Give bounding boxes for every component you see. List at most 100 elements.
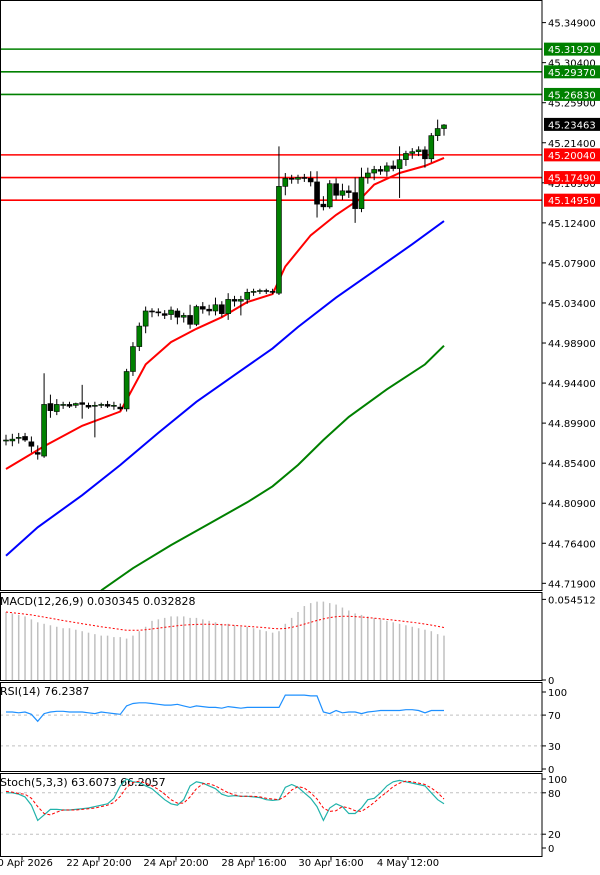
candle	[301, 173, 308, 182]
stoch-tick-label: 80	[548, 789, 561, 800]
candle-body	[403, 153, 409, 160]
candle-body	[3, 439, 9, 442]
candle	[365, 167, 371, 184]
candle-body	[225, 299, 231, 314]
candle	[339, 183, 346, 200]
stoch-signal-line	[5, 780, 445, 816]
candle-body	[282, 178, 289, 187]
candle	[117, 403, 124, 411]
candle	[123, 368, 130, 412]
candle-body	[326, 183, 333, 208]
candle	[193, 304, 200, 327]
candle-body	[34, 452, 41, 455]
candle	[34, 445, 41, 460]
stoch-tick-label: 0	[548, 844, 554, 855]
candle	[326, 180, 333, 209]
rsi-frame	[0, 682, 543, 772]
candle	[53, 399, 60, 416]
candle-body	[15, 437, 22, 439]
candle-body	[155, 311, 162, 314]
stoch-frame	[0, 773, 543, 857]
candle-body	[187, 315, 193, 325]
candle	[390, 160, 397, 172]
candle-body	[212, 304, 219, 312]
candle	[345, 185, 352, 198]
current-price-tag	[544, 117, 600, 131]
main-frame	[0, 0, 543, 591]
stoch-main-line	[6, 778, 445, 822]
candle-body	[79, 402, 85, 405]
candle	[73, 402, 79, 408]
macd-frame	[0, 592, 543, 681]
candle	[85, 402, 92, 409]
macd-panel: MACD(12,26,9) 0.030345 0.032828	[0, 595, 445, 680]
candle-body	[409, 151, 416, 154]
price-tick-label: 44.94400	[548, 379, 596, 390]
candle-body	[333, 183, 339, 196]
candle	[60, 401, 66, 409]
candle-body	[193, 306, 200, 325]
candle	[403, 150, 409, 166]
macd-tick-label: 0.054512	[548, 595, 596, 606]
candle-body	[269, 291, 276, 293]
candle	[244, 288, 251, 304]
candle	[434, 119, 441, 141]
level-label: 45.20040	[548, 151, 596, 162]
candle-body	[288, 178, 295, 180]
candle-body	[73, 403, 79, 406]
candle	[155, 308, 162, 317]
price-tick-label: 45.21400	[548, 139, 596, 150]
candle	[3, 434, 9, 446]
price-tick-label: 44.85400	[548, 459, 596, 470]
candle	[187, 304, 193, 329]
time-tick-label: 20 Apr 2026	[0, 858, 53, 869]
candle	[428, 132, 435, 163]
candle	[307, 171, 314, 187]
level-label: 45.26830	[548, 90, 596, 101]
candle-body	[307, 178, 314, 183]
candle-body	[231, 299, 238, 302]
rsi-tick-label: 100	[548, 688, 567, 699]
candle-body	[295, 177, 301, 180]
candle	[168, 306, 174, 320]
candle-body	[28, 441, 35, 447]
candle	[180, 312, 187, 323]
stoch-panel: Stoch(5,3,3) 63.6073 66.2057	[0, 776, 542, 835]
stoch-tick-label: 100	[548, 775, 567, 786]
candle	[250, 288, 257, 296]
candle-body	[320, 203, 327, 208]
candle-body	[104, 404, 111, 407]
candle-body	[257, 290, 263, 292]
candle	[219, 301, 225, 318]
rsi-panel: RSI(14) 76.2387	[0, 685, 542, 747]
candle	[104, 400, 111, 408]
candle	[269, 288, 276, 295]
level-label: 45.31920	[548, 45, 596, 56]
level-tag	[544, 87, 600, 101]
candle-body	[238, 299, 244, 302]
candle	[28, 436, 35, 453]
level-tag	[544, 193, 600, 207]
candle-body	[168, 309, 174, 315]
rsi-label: RSI(14) 76.2387	[0, 685, 89, 698]
price-tick-label: 44.98900	[548, 339, 596, 350]
candle-body	[47, 403, 54, 411]
candle	[422, 146, 428, 168]
price-tick-label: 45.34900	[548, 19, 596, 30]
candle-body	[396, 159, 403, 169]
candle-body	[66, 404, 73, 407]
candle-body	[130, 346, 136, 372]
level-tag	[544, 42, 600, 56]
candle-body	[60, 404, 66, 406]
candle	[377, 165, 384, 175]
candle	[79, 384, 85, 419]
candle	[47, 394, 54, 418]
price-tick-label: 44.76400	[548, 539, 596, 550]
candle-body	[219, 304, 225, 314]
stoch-label: Stoch(5,3,3) 63.6073 66.2057	[0, 776, 166, 789]
candle	[130, 342, 136, 376]
candle	[161, 310, 168, 319]
candle	[384, 162, 390, 177]
